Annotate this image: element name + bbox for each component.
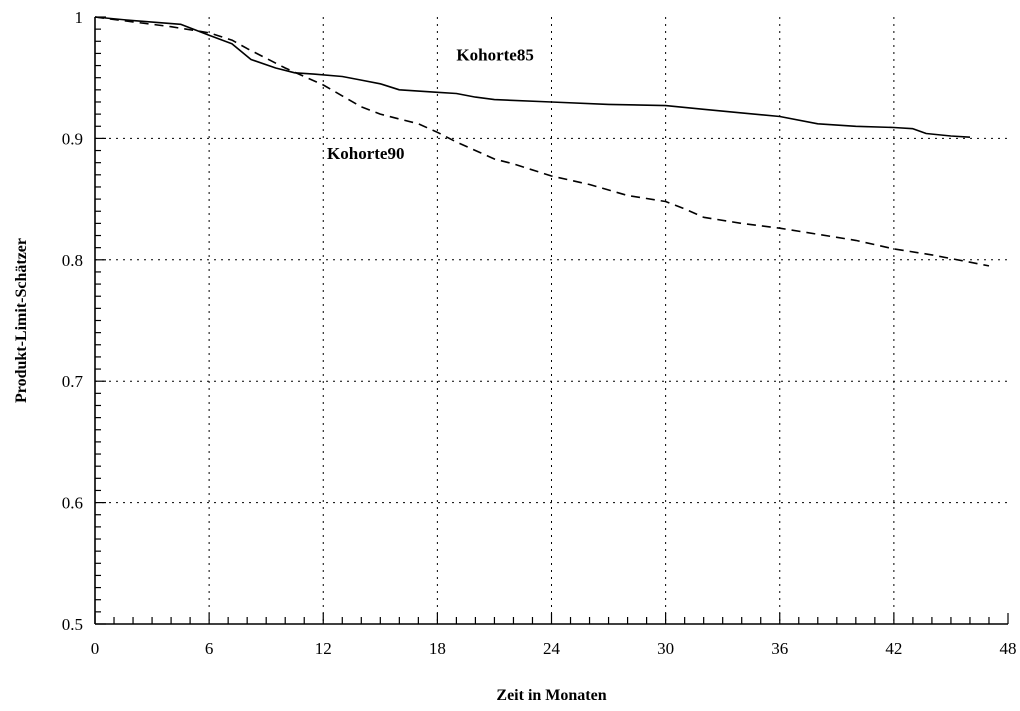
y-tick-label: 0.5 (62, 615, 83, 634)
axis-ticks (94, 16, 1009, 625)
x-tick-label: 36 (771, 639, 788, 658)
x-tick-label: 48 (1000, 639, 1017, 658)
y-tick-label: 1 (75, 8, 84, 27)
x-tick-label: 42 (885, 639, 902, 658)
x-tick-label: 6 (205, 639, 214, 658)
series-label-kohorte90: Kohorte90 (327, 144, 404, 163)
x-tick-label: 30 (657, 639, 674, 658)
x-tick-label: 24 (543, 639, 561, 658)
series-lines (94, 16, 990, 267)
series-line-kohorte85 (94, 16, 971, 138)
x-axis-title: Zeit in Monaten (496, 687, 606, 704)
series-labels: Kohorte85 Kohorte90 (327, 46, 534, 163)
y-tick-label: 0.8 (62, 251, 83, 270)
x-tick-label: 18 (429, 639, 446, 658)
x-tick-label: 12 (315, 639, 332, 658)
grid-lines (95, 17, 1008, 624)
y-tick-label: 0.6 (62, 494, 83, 513)
series-label-kohorte85: Kohorte85 (456, 46, 533, 65)
y-tick-label: 0.9 (62, 129, 83, 148)
tick-labels: 0 6 12 18 24 30 36 42 48 0.5 0.6 0.7 0.8 0.9 1 (62, 8, 1017, 658)
y-axis-title: Produkt-Limit-Schätzer (13, 238, 30, 403)
y-tick-label: 0.7 (62, 372, 84, 391)
series-line-kohorte90 (94, 16, 990, 267)
x-tick-label: 0 (91, 639, 100, 658)
